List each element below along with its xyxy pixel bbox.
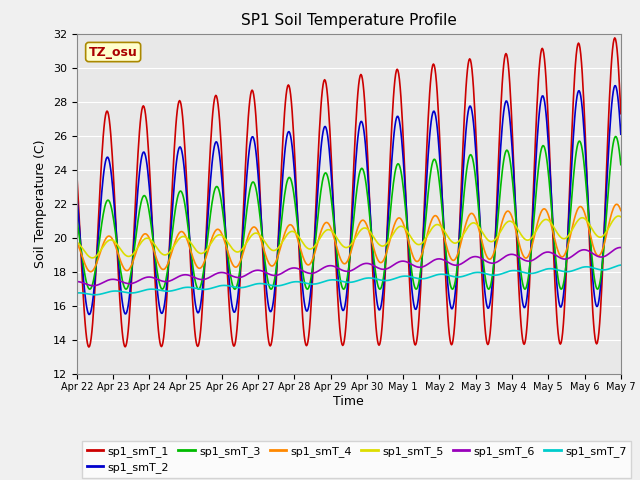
sp1_smT_6 xyxy=(193,276,201,281)
sp1_smT_4 xyxy=(216,228,224,234)
sp1_smT_6 xyxy=(448,261,456,267)
sp1_smT_4 xyxy=(617,208,625,214)
X-axis label: Time: Time xyxy=(333,395,364,408)
sp1_smT_5 xyxy=(614,213,622,219)
sp1_smT_3 xyxy=(448,286,456,291)
sp1_smT_1 xyxy=(394,67,402,73)
Legend: sp1_smT_1, sp1_smT_2, sp1_smT_3, sp1_smT_4, sp1_smT_5, sp1_smT_6, sp1_smT_7: sp1_smT_1, sp1_smT_2, sp1_smT_3, sp1_smT… xyxy=(83,441,631,478)
sp1_smT_5 xyxy=(394,225,402,230)
sp1_smT_3 xyxy=(617,162,625,168)
sp1_smT_2 xyxy=(617,132,625,137)
sp1_smT_1 xyxy=(568,134,575,140)
sp1_smT_6 xyxy=(617,245,625,251)
sp1_smT_1 xyxy=(85,344,93,350)
sp1_smT_2 xyxy=(612,83,620,89)
sp1_smT_2 xyxy=(568,162,575,168)
sp1_smT_4 xyxy=(394,216,402,221)
sp1_smT_6 xyxy=(568,253,575,259)
sp1_smT_4 xyxy=(568,227,575,233)
sp1_smT_5 xyxy=(89,255,97,261)
sp1_smT_3 xyxy=(86,286,93,292)
sp1_smT_2 xyxy=(448,306,456,312)
Title: SP1 Soil Temperature Profile: SP1 Soil Temperature Profile xyxy=(241,13,457,28)
sp1_smT_5 xyxy=(216,232,224,238)
sp1_smT_6 xyxy=(216,270,224,276)
sp1_smT_3 xyxy=(216,193,224,199)
sp1_smT_2 xyxy=(73,193,81,199)
sp1_smT_4 xyxy=(86,269,94,275)
Line: sp1_smT_7: sp1_smT_7 xyxy=(77,265,621,295)
sp1_smT_4 xyxy=(73,240,81,245)
sp1_smT_3 xyxy=(394,161,402,167)
sp1_smT_6 xyxy=(341,268,349,274)
Line: sp1_smT_2: sp1_smT_2 xyxy=(77,86,621,314)
sp1_smT_5 xyxy=(568,228,575,234)
sp1_smT_2 xyxy=(216,160,224,166)
sp1_smT_1 xyxy=(73,170,81,176)
sp1_smT_5 xyxy=(73,240,81,245)
sp1_smT_2 xyxy=(394,113,402,119)
sp1_smT_3 xyxy=(341,285,349,290)
Text: TZ_osu: TZ_osu xyxy=(89,46,138,59)
Line: sp1_smT_5: sp1_smT_5 xyxy=(77,216,621,258)
Line: sp1_smT_1: sp1_smT_1 xyxy=(77,38,621,347)
sp1_smT_6 xyxy=(90,283,97,288)
Line: sp1_smT_6: sp1_smT_6 xyxy=(77,248,621,286)
sp1_smT_4 xyxy=(341,261,349,266)
sp1_smT_4 xyxy=(448,256,456,262)
sp1_smT_7 xyxy=(617,262,625,268)
sp1_smT_3 xyxy=(568,195,575,201)
sp1_smT_7 xyxy=(193,286,201,291)
sp1_smT_7 xyxy=(568,268,575,274)
sp1_smT_7 xyxy=(216,283,224,288)
sp1_smT_1 xyxy=(193,342,201,348)
sp1_smT_5 xyxy=(193,248,201,254)
sp1_smT_1 xyxy=(617,111,625,117)
sp1_smT_2 xyxy=(341,302,349,308)
sp1_smT_3 xyxy=(73,217,81,223)
sp1_smT_5 xyxy=(341,244,349,250)
sp1_smT_1 xyxy=(216,129,224,134)
sp1_smT_7 xyxy=(341,279,349,285)
sp1_smT_1 xyxy=(611,35,619,41)
Line: sp1_smT_3: sp1_smT_3 xyxy=(77,136,621,289)
sp1_smT_7 xyxy=(73,290,81,296)
sp1_smT_2 xyxy=(85,312,93,317)
sp1_smT_1 xyxy=(448,342,456,348)
sp1_smT_4 xyxy=(193,264,201,269)
sp1_smT_7 xyxy=(394,275,402,280)
sp1_smT_6 xyxy=(616,245,624,251)
sp1_smT_3 xyxy=(612,133,620,139)
sp1_smT_5 xyxy=(617,214,625,220)
sp1_smT_6 xyxy=(73,279,81,285)
sp1_smT_2 xyxy=(193,309,201,314)
sp1_smT_5 xyxy=(448,239,456,244)
sp1_smT_3 xyxy=(193,284,201,290)
sp1_smT_6 xyxy=(394,260,402,265)
sp1_smT_4 xyxy=(613,202,621,207)
sp1_smT_1 xyxy=(341,332,349,338)
Y-axis label: Soil Temperature (C): Soil Temperature (C) xyxy=(35,140,47,268)
sp1_smT_7 xyxy=(91,292,99,298)
sp1_smT_7 xyxy=(448,273,456,279)
Line: sp1_smT_4: sp1_smT_4 xyxy=(77,204,621,272)
